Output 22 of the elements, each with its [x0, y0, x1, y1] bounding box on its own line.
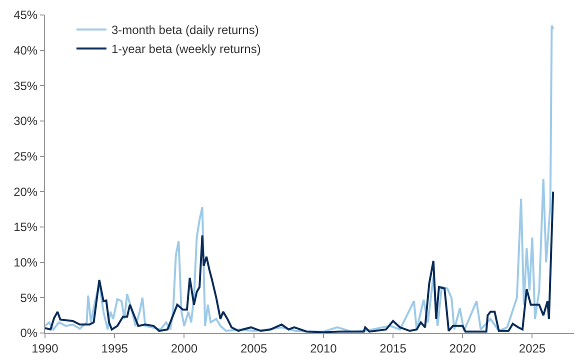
- x-tick-label: 2010: [310, 341, 338, 356]
- y-tick-label: 20%: [14, 184, 38, 199]
- x-tick-label: 1995: [101, 341, 128, 356]
- y-tick-label: 10%: [14, 256, 38, 270]
- y-tick-label: 45%: [14, 8, 38, 22]
- y-tick-label: 30%: [14, 114, 38, 128]
- x-tick-label: 1990: [32, 341, 59, 356]
- y-tick-label: 40%: [14, 44, 38, 58]
- y-tick-label: 15%: [14, 220, 38, 234]
- y-tick-label: 5%: [20, 290, 38, 305]
- y-tick-label: 25%: [14, 150, 38, 164]
- x-tick-label: 2000: [170, 341, 198, 356]
- x-tick-label: 2015: [380, 341, 407, 356]
- y-tick-label: 35%: [14, 78, 38, 93]
- y-tick-label: 0%: [20, 326, 38, 340]
- line-series: [45, 24, 554, 333]
- legend-label: 3-month beta (daily returns): [111, 23, 259, 38]
- line-series: [45, 190, 554, 333]
- x-tick-label: 2025: [518, 341, 546, 356]
- x-tick-label: 2020: [449, 341, 476, 356]
- legend-label: 1-year beta (weekly returns): [111, 42, 261, 56]
- x-tick-label: 2005: [240, 341, 268, 356]
